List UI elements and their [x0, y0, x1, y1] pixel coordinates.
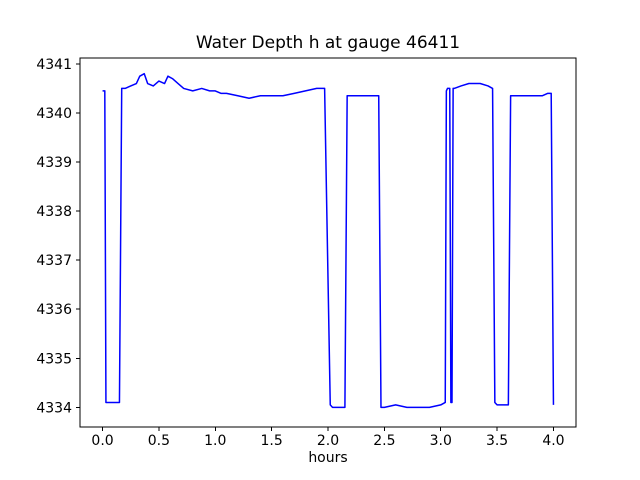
x-tick-label: 2.5 [373, 433, 395, 449]
y-tick-label: 4341 [36, 57, 72, 73]
chart-title: Water Depth h at gauge 46411 [195, 33, 461, 53]
x-tick-label: 0.5 [148, 433, 170, 449]
x-tick-label: 1.5 [261, 433, 283, 449]
y-tick-label: 4335 [36, 351, 72, 367]
y-tick-label: 4339 [36, 155, 72, 171]
x-tick-label: 4.0 [542, 433, 564, 449]
y-tick-label: 4338 [36, 204, 72, 220]
x-tick-label: 2.0 [317, 433, 339, 449]
x-tick-label: 3.0 [430, 433, 452, 449]
x-tick-label: 1.0 [204, 433, 226, 449]
y-tick-label: 4340 [36, 106, 72, 122]
y-tick-label: 4337 [36, 253, 72, 269]
data-line [102, 72, 555, 409]
y-tick-label: 4336 [36, 302, 72, 318]
x-tick-label: 0.0 [91, 433, 113, 449]
x-axis-label: hours [308, 450, 348, 466]
y-tick-label: 4334 [36, 400, 72, 416]
x-tick-label: 3.5 [486, 433, 508, 449]
